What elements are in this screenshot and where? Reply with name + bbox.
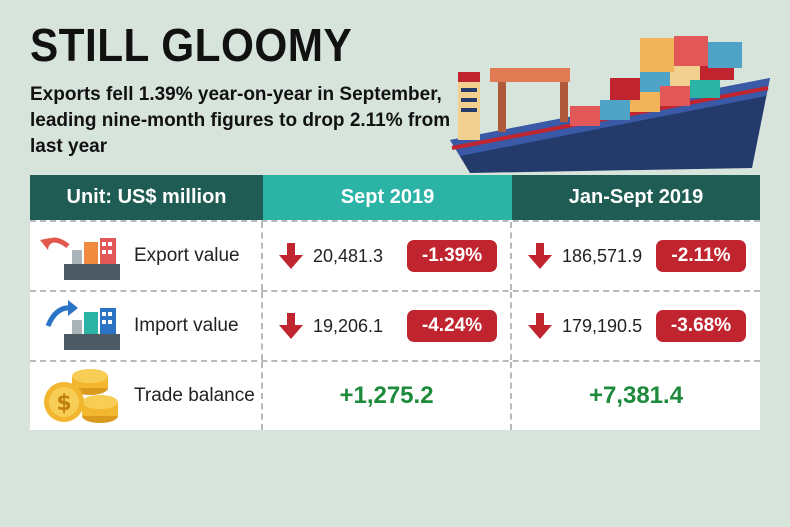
- export-sept-value: 20,481.3: [313, 245, 384, 266]
- sept-2019-header: Sept 2019: [263, 175, 512, 220]
- down-arrow-icon: [528, 243, 552, 269]
- import-jan-sept-change-badge: -3.68%: [656, 310, 746, 342]
- balance-jan-sept-value: +7,381.4: [588, 382, 684, 409]
- jan-sept-2019-header: Jan-Sept 2019: [512, 175, 760, 220]
- balance-sept-value: +1,275.2: [339, 382, 434, 409]
- table-header: Unit: US$ million Sept 2019 Jan-Sept 201…: [30, 175, 760, 220]
- import-jan-sept-value: 179,190.5: [562, 315, 643, 336]
- down-arrow-icon: [279, 243, 303, 269]
- export-sept-change-badge: -1.39%: [407, 240, 497, 272]
- export-jan-sept-value: 186,571.9: [562, 245, 643, 266]
- cargo-ship-icon: [450, 36, 770, 173]
- coins-icon: $: [44, 369, 118, 423]
- subtitle: Exports fell 1.39% year-on-year in Septe…: [30, 84, 451, 157]
- table-row-balance: $ Trade balance +1,275.2 +7,381.4: [30, 360, 760, 430]
- export-jan-sept-change-badge: -2.11%: [656, 240, 746, 272]
- import-sept-change-badge: -4.24%: [407, 310, 497, 342]
- down-arrow-icon: [279, 313, 303, 339]
- svg-text:$: $: [56, 391, 71, 416]
- trade-balance-label: Trade balance: [134, 385, 255, 406]
- page-title: STILL GLOOMY: [30, 19, 353, 71]
- export-ship-icon: [40, 237, 120, 280]
- import-value-label: Import value: [134, 315, 239, 336]
- down-arrow-icon: [528, 313, 552, 339]
- table-row-export: Export value 20,481.3 -1.39% 186,571.9 -…: [30, 220, 760, 290]
- trade-table: Unit: US$ million Sept 2019 Jan-Sept 201…: [30, 175, 760, 430]
- import-sept-value: 19,206.1: [313, 315, 384, 336]
- import-ship-icon: [45, 300, 120, 350]
- table-row-import: Import value 19,206.1 -4.24% 179,190.5 -…: [30, 290, 760, 360]
- export-value-label: Export value: [134, 245, 240, 266]
- unit-header: Unit: US$ million: [30, 175, 263, 220]
